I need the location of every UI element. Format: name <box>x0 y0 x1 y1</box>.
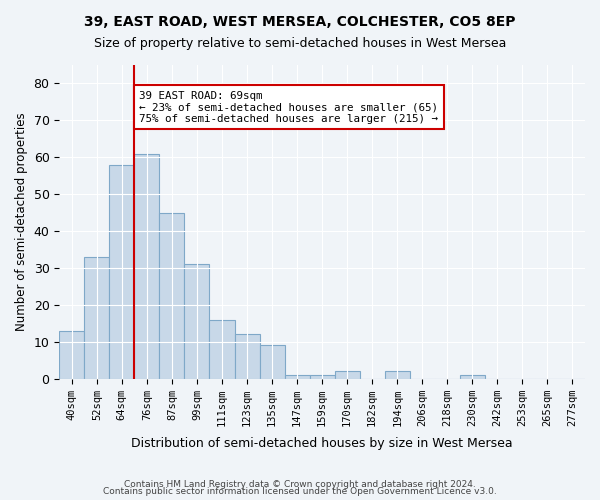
Bar <box>134 154 160 378</box>
Text: Contains public sector information licensed under the Open Government Licence v3: Contains public sector information licen… <box>103 487 497 496</box>
Bar <box>260 346 284 378</box>
Bar <box>160 212 184 378</box>
Bar <box>460 375 485 378</box>
Bar <box>385 372 410 378</box>
Bar <box>284 375 310 378</box>
Text: Size of property relative to semi-detached houses in West Mersea: Size of property relative to semi-detach… <box>94 38 506 51</box>
Bar <box>209 320 235 378</box>
Text: 39, EAST ROAD, WEST MERSEA, COLCHESTER, CO5 8EP: 39, EAST ROAD, WEST MERSEA, COLCHESTER, … <box>84 15 516 29</box>
Bar <box>184 264 209 378</box>
Text: 39 EAST ROAD: 69sqm
← 23% of semi-detached houses are smaller (65)
75% of semi-d: 39 EAST ROAD: 69sqm ← 23% of semi-detach… <box>139 91 439 124</box>
X-axis label: Distribution of semi-detached houses by size in West Mersea: Distribution of semi-detached houses by … <box>131 437 513 450</box>
Bar <box>109 164 134 378</box>
Bar <box>235 334 260 378</box>
Bar <box>85 257 109 378</box>
Bar <box>335 372 359 378</box>
Bar <box>59 330 85 378</box>
Y-axis label: Number of semi-detached properties: Number of semi-detached properties <box>15 112 28 331</box>
Bar <box>310 375 335 378</box>
Text: Contains HM Land Registry data © Crown copyright and database right 2024.: Contains HM Land Registry data © Crown c… <box>124 480 476 489</box>
